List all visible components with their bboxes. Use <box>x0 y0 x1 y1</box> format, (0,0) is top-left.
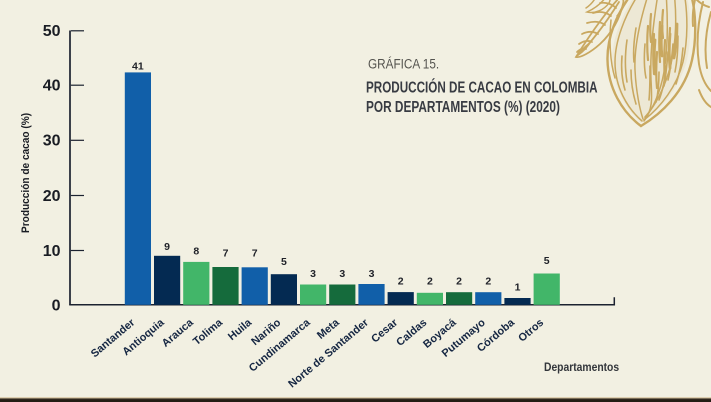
svg-text:2: 2 <box>485 275 491 287</box>
svg-text:5: 5 <box>544 255 550 267</box>
svg-text:Producción de cacao (%): Producción de cacao (%) <box>20 113 32 233</box>
svg-text:0: 0 <box>52 298 61 315</box>
svg-text:50: 50 <box>43 23 61 40</box>
svg-text:PRODUCCIÓN DE CACAO EN COLOMBI: PRODUCCIÓN DE CACAO EN COLOMBIA <box>366 77 598 96</box>
svg-text:3: 3 <box>369 268 375 280</box>
svg-text:40: 40 <box>43 78 61 95</box>
svg-text:1: 1 <box>515 281 521 293</box>
svg-text:3: 3 <box>310 268 316 280</box>
svg-text:8: 8 <box>193 245 199 257</box>
svg-text:2: 2 <box>427 275 433 287</box>
svg-text:POR DEPARTAMENTOS (%) (2020): POR DEPARTAMENTOS (%) (2020) <box>366 97 560 115</box>
svg-text:9: 9 <box>164 241 170 253</box>
svg-text:2: 2 <box>398 275 404 287</box>
svg-text:GRÁFICA 15.: GRÁFICA 15. <box>368 56 439 72</box>
svg-text:5: 5 <box>281 256 287 268</box>
svg-text:10: 10 <box>43 243 61 260</box>
svg-text:2: 2 <box>456 275 462 287</box>
svg-text:7: 7 <box>252 248 258 260</box>
svg-text:41: 41 <box>132 60 144 72</box>
svg-text:30: 30 <box>43 133 61 150</box>
svg-text:20: 20 <box>43 188 61 205</box>
svg-text:7: 7 <box>223 248 229 260</box>
svg-text:3: 3 <box>339 268 345 280</box>
svg-text:Departamentos: Departamentos <box>544 361 619 374</box>
